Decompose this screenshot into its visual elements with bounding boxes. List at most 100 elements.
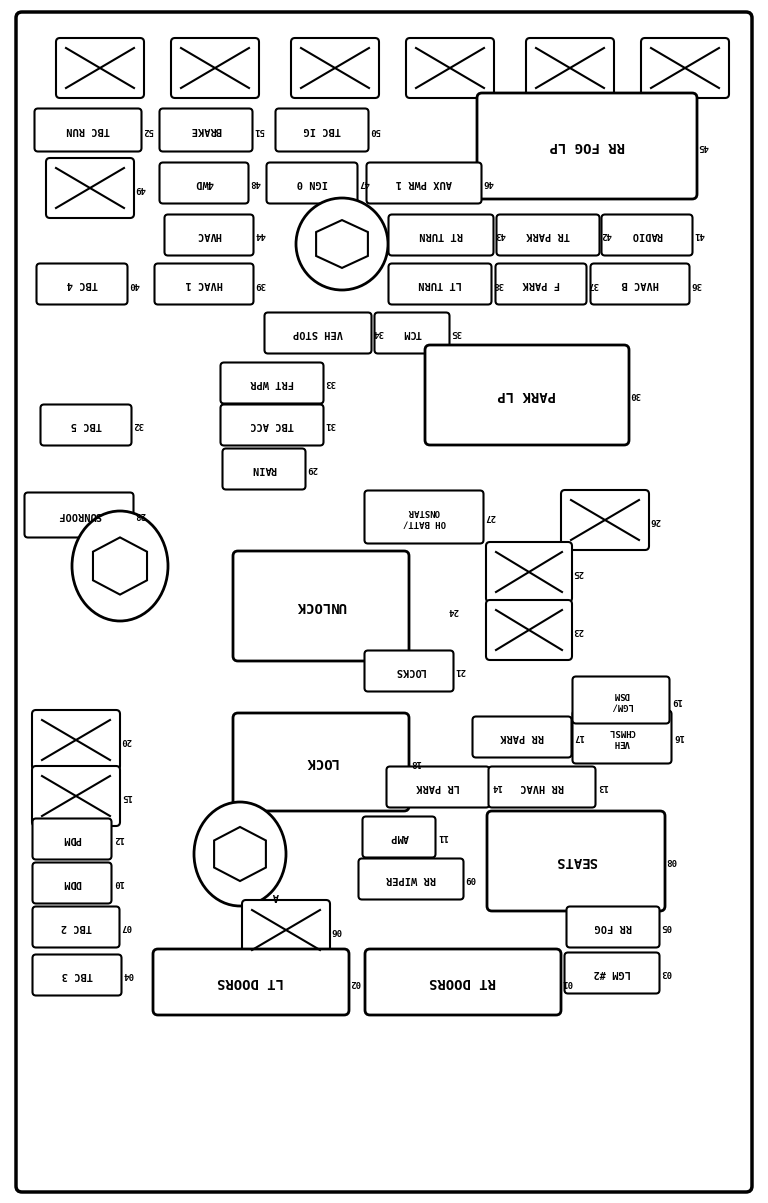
Polygon shape — [93, 538, 147, 594]
FancyBboxPatch shape — [266, 162, 357, 203]
Text: 15: 15 — [121, 792, 132, 800]
Text: 42: 42 — [601, 231, 612, 239]
FancyBboxPatch shape — [223, 449, 306, 490]
FancyBboxPatch shape — [160, 108, 253, 152]
Text: VEH
CHMSL: VEH CHMSL — [608, 727, 635, 747]
FancyBboxPatch shape — [365, 491, 484, 544]
Text: 11: 11 — [437, 832, 448, 842]
Text: RR WIPER: RR WIPER — [386, 875, 436, 884]
Text: BRAKE: BRAKE — [190, 125, 222, 135]
Text: 32: 32 — [133, 421, 144, 429]
Text: AUX PWR 1: AUX PWR 1 — [396, 178, 452, 188]
Text: 18: 18 — [410, 758, 421, 766]
FancyBboxPatch shape — [641, 38, 729, 97]
Text: LGM/
DSM: LGM/ DSM — [611, 691, 632, 710]
FancyBboxPatch shape — [220, 404, 323, 445]
Text: 02: 02 — [350, 978, 361, 986]
Text: RADIO: RADIO — [631, 230, 663, 241]
Text: 04: 04 — [123, 971, 134, 979]
Text: 38: 38 — [493, 279, 504, 289]
FancyBboxPatch shape — [160, 162, 249, 203]
Text: 52: 52 — [143, 125, 154, 135]
FancyBboxPatch shape — [472, 717, 571, 758]
FancyBboxPatch shape — [32, 954, 121, 996]
Text: TBC 3: TBC 3 — [61, 970, 93, 980]
FancyBboxPatch shape — [406, 38, 494, 97]
FancyBboxPatch shape — [233, 713, 409, 811]
Text: 24: 24 — [448, 605, 458, 615]
Text: HVAC B: HVAC B — [621, 279, 659, 289]
FancyBboxPatch shape — [32, 710, 120, 770]
Text: 17: 17 — [573, 733, 584, 741]
Text: 35: 35 — [451, 328, 462, 338]
Ellipse shape — [72, 511, 168, 621]
Text: RAIN: RAIN — [251, 464, 276, 474]
Text: 36: 36 — [691, 279, 702, 289]
Text: 13: 13 — [597, 782, 607, 792]
Text: 07: 07 — [121, 923, 132, 931]
FancyBboxPatch shape — [567, 907, 660, 948]
FancyBboxPatch shape — [561, 490, 649, 550]
Text: LOCK: LOCK — [304, 755, 338, 769]
FancyBboxPatch shape — [488, 766, 595, 807]
Text: LT TURN: LT TURN — [418, 279, 462, 289]
FancyBboxPatch shape — [389, 263, 492, 304]
Text: RR HVAC: RR HVAC — [520, 782, 564, 792]
Text: 12: 12 — [113, 835, 124, 843]
Polygon shape — [316, 220, 368, 268]
FancyBboxPatch shape — [362, 817, 435, 858]
FancyBboxPatch shape — [32, 766, 120, 826]
Text: TBC RUN: TBC RUN — [66, 125, 110, 135]
FancyBboxPatch shape — [386, 766, 489, 807]
Text: TBC IG: TBC IG — [303, 125, 341, 135]
Text: PARK LP: PARK LP — [498, 389, 556, 402]
Text: 27: 27 — [485, 512, 496, 521]
Text: TBC 4: TBC 4 — [66, 279, 98, 289]
FancyBboxPatch shape — [591, 263, 690, 304]
Text: 34: 34 — [373, 328, 384, 338]
Text: 48: 48 — [250, 178, 261, 188]
Text: 16: 16 — [673, 733, 684, 741]
FancyBboxPatch shape — [564, 953, 660, 994]
Text: LT DOORS: LT DOORS — [217, 974, 284, 989]
Text: 21: 21 — [455, 666, 465, 676]
Text: 25: 25 — [573, 568, 584, 576]
Text: TBC ACC: TBC ACC — [250, 420, 294, 429]
FancyBboxPatch shape — [487, 811, 665, 911]
Ellipse shape — [296, 198, 388, 290]
Text: 43: 43 — [495, 231, 506, 239]
FancyBboxPatch shape — [496, 214, 600, 255]
FancyBboxPatch shape — [171, 38, 259, 97]
FancyBboxPatch shape — [56, 38, 144, 97]
Polygon shape — [214, 826, 266, 881]
Text: 47: 47 — [359, 178, 369, 188]
Text: 4WD: 4WD — [194, 178, 214, 188]
Text: 05: 05 — [661, 923, 672, 931]
FancyBboxPatch shape — [220, 362, 323, 403]
Text: RR FOG LP: RR FOG LP — [549, 140, 624, 153]
FancyBboxPatch shape — [425, 345, 629, 445]
FancyBboxPatch shape — [291, 38, 379, 97]
Text: 40: 40 — [129, 279, 140, 289]
Text: 14: 14 — [491, 782, 502, 792]
Text: 31: 31 — [325, 421, 336, 429]
Text: RR FOG: RR FOG — [594, 921, 632, 932]
FancyBboxPatch shape — [41, 404, 131, 445]
Text: 41: 41 — [694, 231, 705, 239]
FancyBboxPatch shape — [46, 158, 134, 218]
Text: TCM: TCM — [402, 328, 422, 338]
Text: 39: 39 — [255, 279, 266, 289]
FancyBboxPatch shape — [153, 949, 349, 1015]
Text: RR PARK: RR PARK — [500, 731, 544, 742]
Text: 33: 33 — [325, 379, 336, 387]
Text: 44: 44 — [255, 231, 266, 239]
FancyBboxPatch shape — [32, 818, 111, 859]
Text: FRT WPR: FRT WPR — [250, 378, 294, 389]
Text: HVAC 1: HVAC 1 — [185, 279, 223, 289]
Text: 28: 28 — [135, 510, 146, 520]
FancyBboxPatch shape — [276, 108, 369, 152]
FancyBboxPatch shape — [164, 214, 253, 255]
Text: 46: 46 — [483, 178, 494, 188]
FancyBboxPatch shape — [25, 492, 134, 538]
FancyBboxPatch shape — [264, 313, 372, 354]
